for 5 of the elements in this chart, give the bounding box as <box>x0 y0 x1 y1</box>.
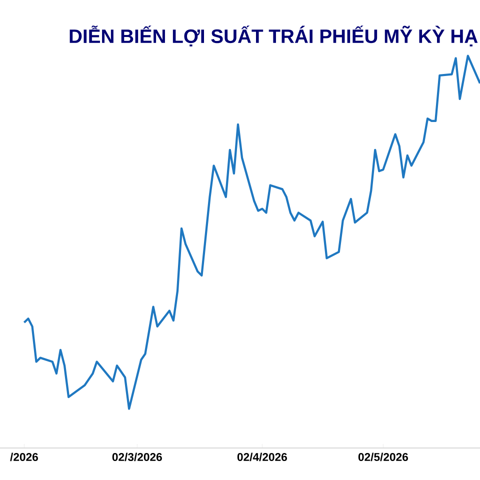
chart-title: DIỄN BIẾN LỢI SUẤT TRÁI PHIẾU MỸ KỲ HẠ <box>70 26 478 46</box>
x-tick-label: /2026 <box>10 452 38 462</box>
x-tick-label: 02/3/2026 <box>112 452 162 462</box>
x-tick-label: 02/5/2026 <box>358 452 408 462</box>
x-tick-label: 02/4/2026 <box>237 452 287 462</box>
